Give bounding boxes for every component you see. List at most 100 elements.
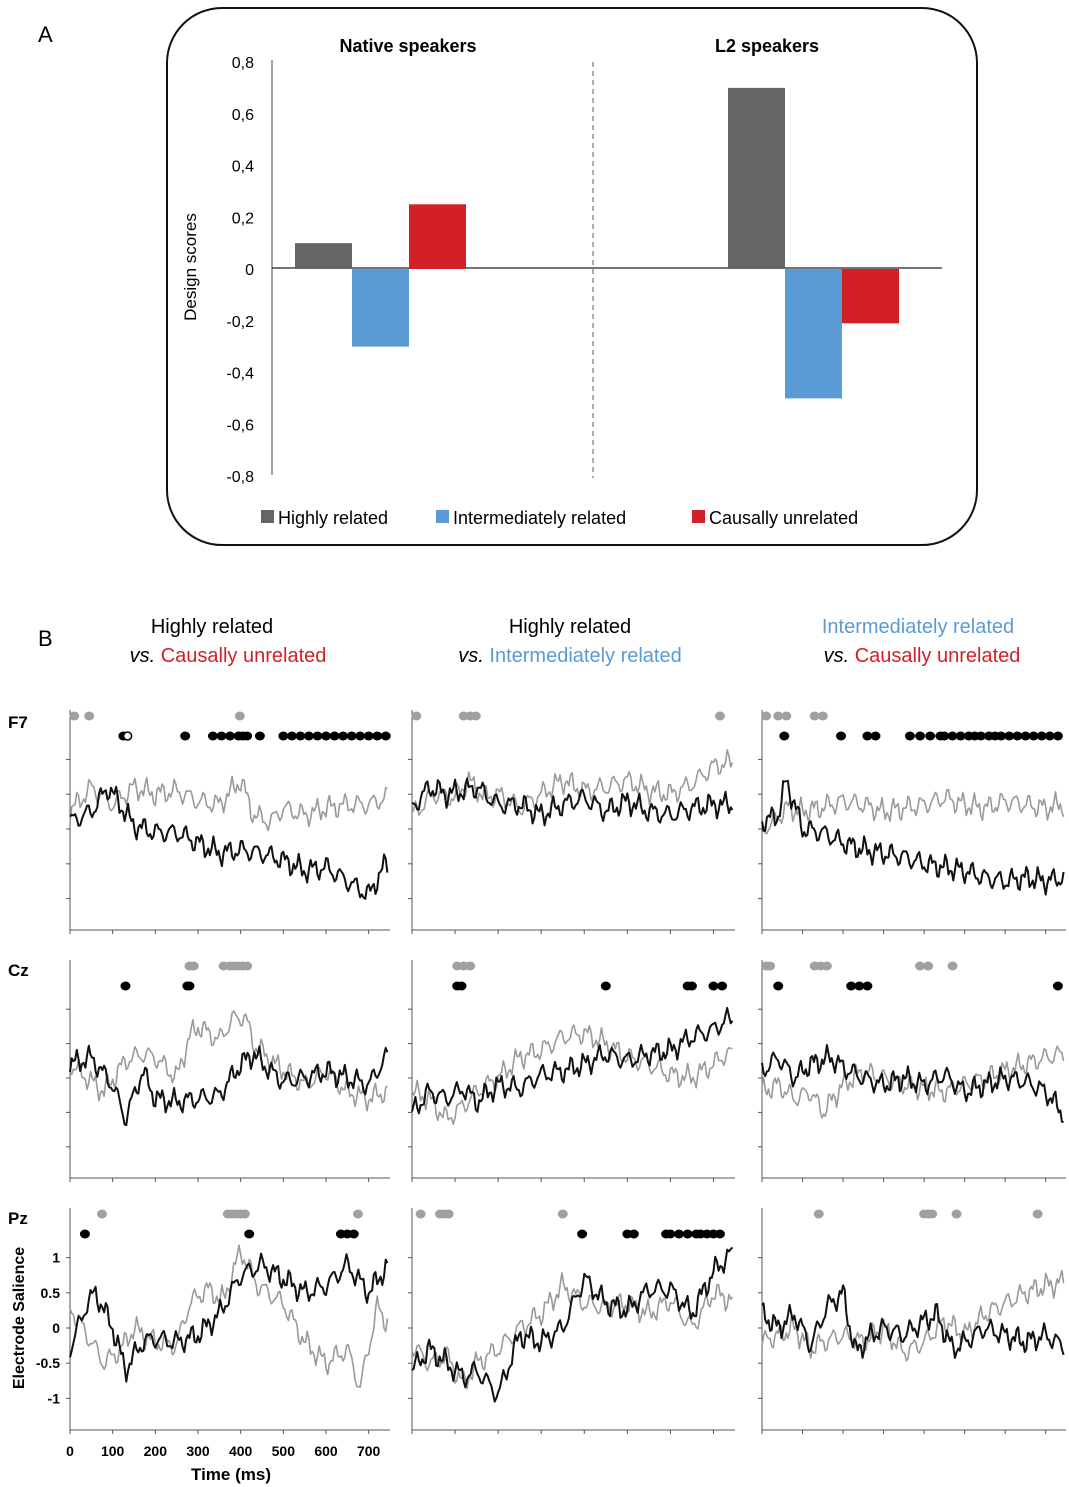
sig-dot-gray bbox=[813, 1209, 824, 1219]
bar-intermediately-l2 bbox=[785, 269, 842, 399]
group-label-l2: L2 speakers bbox=[715, 36, 819, 56]
b-xtick-label: 300 bbox=[186, 1443, 210, 1459]
sig-dot-gray bbox=[239, 1209, 250, 1219]
trace-gray bbox=[761, 1045, 1065, 1119]
col2-second: Intermediately related bbox=[489, 645, 681, 667]
sig-dot-black bbox=[207, 731, 218, 741]
b-y-axis-label: Electrode Salience bbox=[11, 1247, 28, 1389]
legend-label-highly: Highly related bbox=[278, 508, 388, 528]
sig-dot-gray bbox=[234, 711, 245, 721]
sig-dot-gray bbox=[443, 1209, 454, 1219]
col1-vs: vs. bbox=[130, 645, 156, 667]
sig-dot-black bbox=[665, 1229, 676, 1239]
legend-swatch-highly bbox=[261, 510, 274, 523]
sig-dot-black bbox=[773, 981, 784, 991]
sig-dot-black bbox=[717, 981, 728, 991]
sig-dot-black bbox=[321, 731, 331, 741]
sig-dot-black bbox=[975, 731, 986, 741]
sig-dot-black bbox=[846, 981, 857, 991]
b-ytick-label: 0.5 bbox=[41, 1285, 61, 1301]
b-xtick-label: 500 bbox=[272, 1443, 296, 1459]
trace-gray bbox=[69, 775, 388, 832]
sig-dot-gray bbox=[947, 961, 958, 971]
sig-dot-black bbox=[947, 731, 958, 741]
col2-first: Highly related bbox=[509, 616, 631, 638]
sig-dot-black bbox=[372, 731, 383, 741]
a-ytick-label: 0,2 bbox=[232, 210, 254, 227]
sig-dot-black bbox=[1004, 731, 1015, 741]
b-ytick-label: -0.5 bbox=[36, 1355, 60, 1371]
a-ytick-label: 0,6 bbox=[232, 107, 254, 124]
bar-causally-native bbox=[409, 204, 466, 269]
sig-dot-black bbox=[244, 1229, 255, 1239]
sig-dot-black bbox=[363, 731, 374, 741]
sig-dot-gray bbox=[773, 711, 784, 721]
col3-first: Intermediately related bbox=[822, 616, 1014, 638]
bar-intermediately-native bbox=[352, 269, 409, 347]
sig-dot-black bbox=[955, 731, 966, 741]
sig-dot-gray bbox=[821, 961, 832, 971]
sig-dot-black bbox=[628, 1229, 639, 1239]
sig-dot-open bbox=[122, 731, 133, 741]
trace-gray bbox=[411, 1024, 733, 1125]
trace-black bbox=[411, 777, 734, 827]
trace-gray bbox=[761, 1269, 1065, 1362]
b-trace-grid bbox=[66, 710, 1066, 1434]
subplot-cz-col1 bbox=[66, 960, 390, 1182]
sig-dot-black bbox=[1052, 981, 1063, 991]
sig-dot-black bbox=[674, 1229, 685, 1239]
sig-dot-gray bbox=[415, 1209, 426, 1219]
svg-text:vs. Intermediately related: vs. Intermediately related bbox=[458, 645, 681, 667]
sig-dot-black bbox=[120, 981, 131, 991]
sig-dot-black bbox=[278, 731, 289, 741]
sig-dot-black bbox=[338, 731, 349, 741]
col2-vs: vs. bbox=[458, 645, 484, 667]
sig-dot-black bbox=[303, 731, 314, 741]
subplot-f7-col3 bbox=[758, 710, 1066, 934]
sig-dot-black bbox=[1028, 731, 1039, 741]
sig-dot-black bbox=[779, 731, 790, 741]
trace-gray bbox=[69, 1244, 389, 1388]
a-ytick-label: 0,4 bbox=[232, 159, 254, 176]
sig-dot-gray bbox=[927, 1209, 938, 1219]
sig-dot-gray bbox=[1032, 1209, 1043, 1219]
trace-black bbox=[761, 1284, 1065, 1359]
sig-dot-black bbox=[79, 1229, 90, 1239]
sig-dot-black bbox=[714, 1229, 725, 1239]
sig-dot-black bbox=[1052, 731, 1063, 741]
sig-dot-black bbox=[915, 731, 926, 741]
sig-dot-gray bbox=[781, 711, 792, 721]
sig-dot-gray bbox=[470, 711, 481, 721]
sig-dot-gray bbox=[951, 1209, 962, 1219]
trace-gray bbox=[761, 788, 1065, 835]
b-xtick-label: 700 bbox=[357, 1443, 381, 1459]
sig-dot-black bbox=[996, 731, 1007, 741]
sig-dot-black bbox=[862, 981, 873, 991]
sig-dot-black bbox=[1044, 731, 1055, 741]
sig-dot-gray bbox=[353, 1209, 363, 1219]
sig-dot-black bbox=[1020, 731, 1031, 741]
sig-dot-black bbox=[456, 981, 467, 991]
sig-dot-gray bbox=[465, 961, 476, 971]
sig-dot-black bbox=[708, 981, 719, 991]
svg-text:vs. Causally unrelated: vs. Causally unrelated bbox=[130, 645, 327, 667]
a-legend: Highly related Intermediately related Ca… bbox=[261, 508, 858, 528]
b-xtick-label: 0 bbox=[66, 1443, 74, 1459]
a-ytick-label: 0 bbox=[245, 262, 254, 279]
sig-dot-black bbox=[862, 731, 873, 741]
sig-dot-gray bbox=[817, 711, 828, 721]
trace-black bbox=[69, 785, 389, 900]
subplot-cz-col2 bbox=[408, 960, 735, 1182]
sig-dot-gray bbox=[714, 711, 725, 721]
column-heading-2: Highly related vs. Intermediately relate… bbox=[458, 616, 681, 667]
sig-dot-black bbox=[1012, 731, 1023, 741]
legend-swatch-intermediately bbox=[436, 510, 449, 523]
sig-dot-gray bbox=[557, 1209, 568, 1219]
b-ytick-label: -1 bbox=[48, 1390, 61, 1406]
b-xtick-label: 600 bbox=[314, 1443, 338, 1459]
trace-black bbox=[69, 1252, 389, 1383]
b-x-axis-ticks: 0 100 200 300 400 500 600 700 bbox=[66, 1443, 380, 1459]
sig-dot-gray bbox=[69, 711, 80, 721]
b-ytick-label: 0 bbox=[52, 1320, 60, 1336]
